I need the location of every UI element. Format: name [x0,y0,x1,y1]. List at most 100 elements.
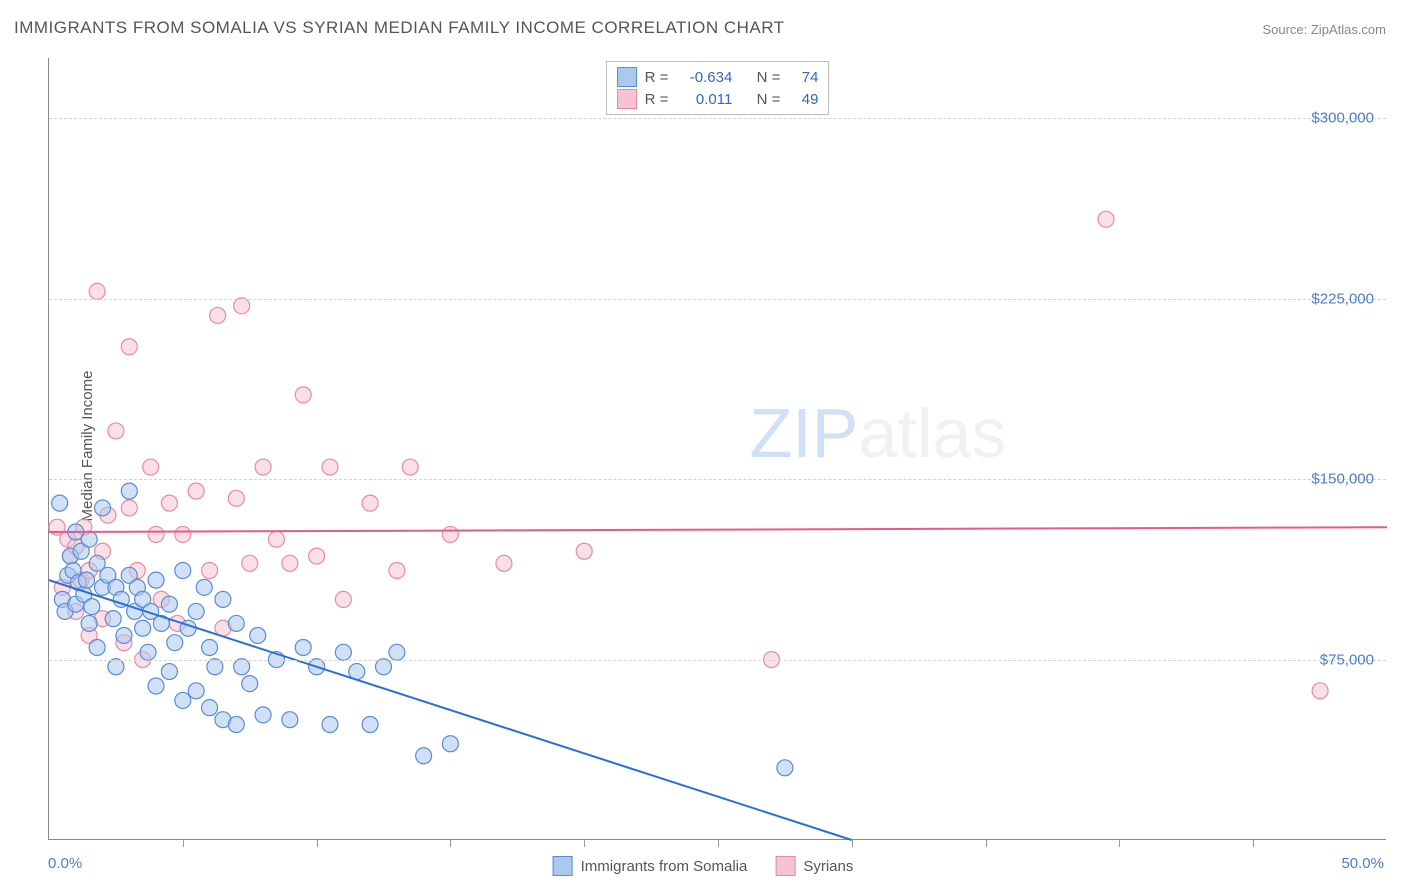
data-point [362,717,378,733]
data-point [295,640,311,656]
data-point [335,591,351,607]
data-point [402,459,418,475]
x-tick [986,839,987,847]
x-min-label: 0.0% [48,855,82,872]
y-tick-label: $75,000 [1320,651,1374,668]
data-point [1312,683,1328,699]
x-tick [450,839,451,847]
data-point [1098,211,1114,227]
y-tick-label: $225,000 [1311,290,1374,307]
data-point [161,596,177,612]
n-label: N = [757,91,781,108]
legend-label: Syrians [803,858,853,875]
r-label: R = [645,91,669,108]
data-point [196,579,212,595]
data-point [175,692,191,708]
data-point [228,490,244,506]
data-point [309,548,325,564]
data-point [188,483,204,499]
source-label: Source: [1262,22,1310,37]
data-point [81,531,97,547]
data-point [202,700,218,716]
data-point [777,760,793,776]
n-label: N = [757,69,781,86]
data-point [148,526,164,542]
correlation-legend: R =-0.634 N =74R =0.011 N =49 [606,61,830,115]
data-point [228,717,244,733]
data-point [108,659,124,675]
data-point [242,676,258,692]
data-point [442,526,458,542]
gridline [49,299,1386,300]
data-point [234,659,250,675]
data-point [89,640,105,656]
trend-line [49,527,1387,532]
data-point [322,459,338,475]
source-attribution: Source: ZipAtlas.com [1262,22,1386,37]
x-tick [852,839,853,847]
data-point [121,339,137,355]
data-point [335,644,351,660]
x-tick [183,839,184,847]
data-point [175,526,191,542]
data-point [161,664,177,680]
data-point [148,572,164,588]
correlation-legend-row: R =0.011 N =49 [617,88,819,110]
data-point [295,387,311,403]
legend-swatch [775,856,795,876]
legend-item: Immigrants from Somalia [553,856,748,876]
data-point [255,459,271,475]
data-point [135,620,151,636]
data-point [242,555,258,571]
data-point [148,678,164,694]
series-legend: Immigrants from Somalia Syrians [553,856,854,876]
data-point [105,611,121,627]
data-point [202,640,218,656]
legend-swatch [617,67,637,87]
correlation-legend-row: R = -0.634 N = 74 [617,66,819,88]
data-point [202,563,218,579]
data-point [78,572,94,588]
data-point [376,659,392,675]
data-point [362,495,378,511]
data-point [389,563,405,579]
r-value: -0.634 [676,69,732,86]
r-label: R = [645,69,669,86]
data-point [175,563,191,579]
data-point [89,283,105,299]
data-point [255,707,271,723]
data-point [416,748,432,764]
n-value: 49 [788,91,818,108]
data-point [210,307,226,323]
data-point [81,615,97,631]
x-tick [1119,839,1120,847]
data-point [84,599,100,615]
x-tick [584,839,585,847]
data-point [167,635,183,651]
n-value: 74 [788,69,818,86]
data-point [116,627,132,643]
data-point [108,423,124,439]
data-point [228,615,244,631]
data-point [188,603,204,619]
data-point [282,555,298,571]
x-max-label: 50.0% [1341,855,1384,872]
data-point [576,543,592,559]
data-point [161,495,177,511]
data-point [143,459,159,475]
x-tick [317,839,318,847]
data-point [140,644,156,660]
y-tick-label: $150,000 [1311,471,1374,488]
data-point [442,736,458,752]
chart-title: IMMIGRANTS FROM SOMALIA VS SYRIAN MEDIAN… [14,18,785,38]
scatter-layer [49,58,1386,839]
trend-line [49,580,852,840]
legend-label: Immigrants from Somalia [581,858,748,875]
legend-swatch [617,89,637,109]
data-point [496,555,512,571]
legend-swatch [553,856,573,876]
data-point [52,495,68,511]
source-value: ZipAtlas.com [1311,22,1386,37]
data-point [95,500,111,516]
plot-area: ZIPatlas R =-0.634 N =74R =0.011 N =49 $… [48,58,1386,840]
